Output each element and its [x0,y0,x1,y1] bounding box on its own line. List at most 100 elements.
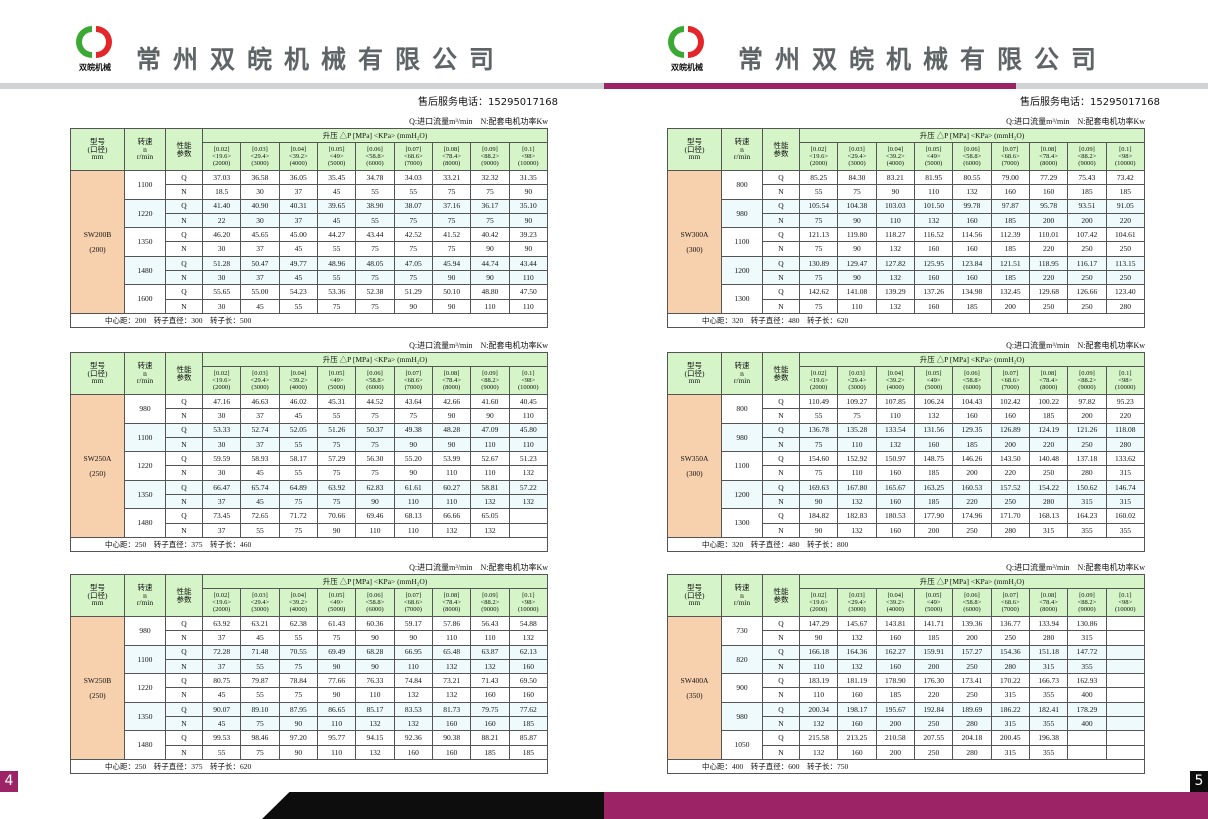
value-cell: 73.42 [1105,169,1146,186]
value-cell: 69.46 [355,508,395,524]
table-row: N 90 132 160 200 250 280 315 355 355 [668,522,1146,538]
value-cell: 47.50 [508,284,549,300]
value-cell: 55 [240,522,280,538]
value-cell: 185 [913,630,954,646]
speed-cell: 1220 [124,198,166,229]
pressure-column-label: (10000) [518,160,539,168]
value-cell: 30 [201,436,242,453]
value-cell: 90 [798,522,839,538]
speed-cell: 1220 [124,673,166,703]
value-cell: 47.16 [201,393,242,410]
value-cell: 50.37 [355,422,395,438]
value-cell: 160 [952,408,992,424]
pressure-column-label: <88.2> [1077,376,1097,384]
value-cell: 165.67 [875,479,915,496]
value-cell: 132 [470,494,510,510]
pressure-column-label: [0.04] [887,145,904,153]
pressure-column-label: <88.2> [480,152,500,160]
value-cell: 145.67 [837,615,877,632]
model: mm [91,152,104,162]
value-cell: 90 [431,408,472,424]
table-row: N 90 132 160 185 220 250 280 315 315 [668,494,1146,510]
pressure-column-label: <78.4> [442,152,461,160]
value-cell: 132 [470,522,510,538]
pressure-column-label: <58.8> [365,376,385,384]
pressure-column-label: <88.2> [480,598,500,606]
value-cell: 80.55 [952,169,992,186]
pressure-header: 升压 △P [MPa] <KPa> (mmH₂O) [202,128,548,143]
pressure-column-header: [0.07] <68.6> (7000) [393,366,433,395]
pressure-column-label: [0.05] [328,591,345,599]
value-cell: 37 [201,658,242,675]
pressure-column-label: <39.2> [885,152,905,160]
value-cell: 126.66 [1067,284,1107,300]
pressure-column-label: [0.06] [964,145,980,153]
value-cell: 62.83 [355,479,395,496]
pressure-column-header: [0.09] <88.2> (9000) [1067,142,1107,171]
pressure-column-label: [0.03] [849,369,865,377]
speed-cell: 1300 [721,508,763,538]
value-cell: 220 [1028,436,1069,453]
speed: n [143,368,147,378]
table-row: N 75 90 110 132 160 185 200 200 220 [668,212,1146,229]
table-footer: 中心距：320 转子直径：480 转子长：620 [667,312,1145,328]
speed: 转速 [734,583,750,593]
pressure-column-header: [0.06] <58.8> (6000) [355,366,395,395]
value-cell: 220 [1105,212,1146,229]
model-bore: (200) [89,244,106,254]
value-cell: 55 [393,184,433,200]
value-cell: 110 [508,408,549,424]
model-bore: (300) [686,468,703,478]
value-cell: 30 [201,298,242,314]
header-bar [1016,83,1208,89]
pressure-column-header: [0.04] <39.2> (4000) [875,366,915,395]
param: 参数 [773,594,789,604]
value-cell: 44.52 [355,393,395,410]
value-cell: 169.63 [798,479,839,496]
param: 性能 [176,587,192,596]
value-cell: 141.71 [913,615,954,632]
param-label: N [165,744,203,760]
pressure-column-label: <29.4> [847,376,867,384]
value-cell: 97.87 [990,198,1030,214]
value-cell: 110 [431,494,472,510]
param-label: N [165,494,203,510]
value-cell [1105,687,1146,703]
value-cell: 200 [913,522,954,538]
value-cell: 162.27 [875,644,915,660]
value-cell: 31.35 [508,169,549,186]
value-cell: 45 [278,270,318,286]
value-cell: 90 [316,658,357,675]
value-cell: 160 [508,687,549,703]
pressure-column-label: <98> [1118,376,1133,384]
pressure-column-label: (9000) [481,160,499,168]
pressure-column-label: [0.06] [367,369,383,377]
value-cell: 110 [470,630,510,646]
pressure-column-header: [0.02] <19.6> (2000) [798,366,839,395]
value-cell: 45 [240,630,280,646]
value-cell [1105,701,1146,718]
pressure-column-label: [0.02] [810,145,827,153]
value-cell: 74.84 [393,673,433,689]
value-cell: 55 [316,270,357,286]
model: 型号 [687,583,702,593]
speed-cell: 980 [721,198,763,229]
value-cell: 68.13 [393,508,433,524]
value-cell: 48.05 [355,255,395,272]
value-cell: 185 [952,436,992,453]
value-cell: 106.24 [913,393,954,410]
value-cell: 45 [240,494,280,510]
value-cell: 182.41 [1028,701,1069,718]
pressure-column-label: (8000) [1039,160,1058,168]
value-cell: 90 [837,212,877,229]
value-cell: 73.21 [431,673,472,689]
value-cell: 37 [240,408,280,424]
service-phone: 售后服务电话：15295017168 [1020,97,1160,108]
unit-legend: Q:进口流量m³/min N:配套电机功率Kw [1006,117,1145,126]
value-cell: 63.21 [240,615,280,632]
value-cell: 160 [990,408,1030,424]
value-cell: 75 [837,408,877,424]
speed: 转速 [137,137,153,147]
param-label: N [762,494,800,510]
pressure-column-label: [0.02] [213,591,230,599]
